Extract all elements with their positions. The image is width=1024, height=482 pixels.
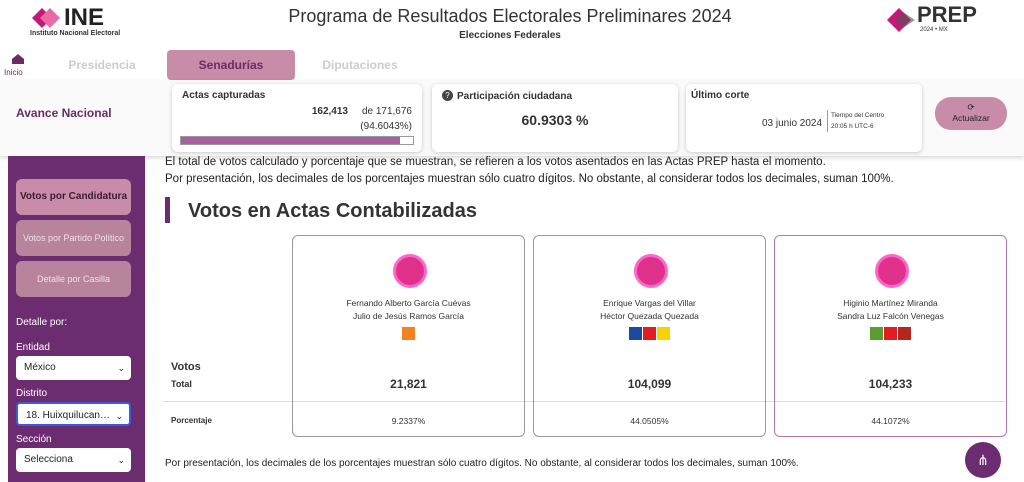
party-logo — [870, 327, 883, 340]
home-icon[interactable] — [11, 53, 25, 65]
heading-bar — [165, 197, 170, 223]
nav-tab[interactable]: Presidencia — [68, 58, 136, 72]
party-logo — [657, 327, 670, 340]
divider — [163, 401, 1005, 402]
summary-label: Avance Nacional — [16, 106, 112, 120]
progress-track — [180, 136, 414, 145]
row-label: Porcentaje — [171, 416, 212, 425]
candidate-name: Fernando Alberto García Cuévas — [346, 298, 471, 308]
votes: 104,099 — [627, 377, 672, 391]
percent: 44.0505% — [630, 416, 669, 426]
corte-card: Último corte 03 junio 2024 Tiempo del Ce… — [686, 84, 922, 152]
subtitle: Elecciones Federales — [459, 30, 561, 41]
party-logo — [643, 327, 656, 340]
share-button[interactable]: ⋔ — [965, 442, 1001, 478]
actas-percent: (94.6043%) — [360, 121, 412, 132]
avatar — [393, 254, 427, 288]
candidate-column: Fernando Alberto García Cuévas Julio de J… — [292, 235, 525, 437]
notes: El total de votos calculado y porcentaje… — [165, 154, 894, 188]
chevron: ⌄ — [115, 411, 123, 421]
sidebar-button[interactable]: Votos por Partido Político — [16, 220, 131, 256]
logo-subtitle: Instituto Nacional Electoral — [30, 30, 121, 37]
heading: Votos en Actas Contabilizadas — [188, 200, 477, 222]
candidate-column: Enrique Vargas del Villar Héctor Quezada … — [533, 235, 766, 437]
candidate-name: Enrique Vargas del Villar — [603, 298, 696, 308]
select[interactable]: 18. Huixquilucan de Degollado ⌄ — [16, 402, 131, 426]
party-logo — [402, 327, 415, 340]
votes: 104,233 — [868, 377, 913, 391]
sidebar-button[interactable]: Votos por Candidatura — [16, 179, 131, 215]
participacion-value: 60.9303 % — [521, 112, 589, 128]
candidate-name: Julio de Jesús Ramos García — [352, 311, 465, 321]
refresh-button[interactable]: ⟳ Actualizar — [935, 97, 1007, 130]
tz: Tiempo del Centro — [831, 112, 885, 119]
select-value: 18. Huixquilucan de Degollado — [26, 410, 111, 421]
row-label: Total — [171, 379, 192, 389]
actas-total: de 171,676 — [361, 106, 412, 117]
participacion-card: ? Participación ciudadana 60.9303 % — [432, 84, 678, 152]
votes: 21,821 — [390, 377, 427, 391]
note: El total de votos calculado y porcentaje… — [165, 156, 826, 168]
header: INE Instituto Nacional Electoral Program… — [0, 0, 1024, 48]
candidate-name: Héctor Quezada Quezada — [600, 311, 699, 321]
prep-icon — [887, 8, 915, 32]
field-label: Sección — [16, 434, 52, 445]
sidebar-button[interactable]: Detalle por Casilla — [16, 261, 131, 297]
card-title: Actas capturadas — [182, 90, 266, 101]
percent: 9.2337% — [391, 416, 426, 426]
candidate-name: Sandra Luz Falcón Venegas — [837, 311, 944, 321]
nav-tab[interactable]: Senadurías — [167, 50, 295, 80]
home-link[interactable]: Inicio — [4, 68, 23, 77]
card-title: Último corte — [691, 90, 750, 101]
refresh-icon: ⟳ — [967, 102, 975, 112]
select-value: Selecciona — [24, 454, 73, 465]
party-logo — [884, 327, 897, 340]
select[interactable]: Selecciona ⌄ — [16, 448, 131, 472]
chevron: ⌄ — [117, 455, 125, 465]
detail-label: Detalle por: — [16, 317, 68, 328]
prep-logo: PREP — [917, 2, 977, 27]
footer-note: Por presentación, los decimales de los p… — [165, 458, 799, 469]
prep-sub: 2024 • MX — [920, 27, 948, 33]
progress-bar — [181, 137, 401, 144]
note: Por presentación, los decimales de los p… — [165, 173, 894, 185]
percent: 44.1072% — [871, 416, 910, 426]
actas-captured: 162,413 — [311, 106, 348, 117]
party-logo — [898, 327, 911, 340]
ine-icon — [32, 8, 60, 28]
select[interactable]: México ⌄ — [16, 356, 131, 380]
select-value: México — [24, 362, 56, 373]
chevron: ⌄ — [117, 363, 125, 373]
party-logo — [629, 327, 642, 340]
time: 20:05 h UTC-6 — [831, 123, 874, 130]
title: Programa de Resultados Electorales Preli… — [288, 6, 732, 26]
row-label: Votos — [171, 361, 201, 373]
candidate-name: Higinio Martínez Miranda — [843, 298, 938, 308]
actas-card: Actas capturadas 162,413 de 171,676 (94.… — [172, 84, 422, 152]
corte-date: 03 junio 2024 — [762, 118, 823, 129]
field-label: Distrito — [16, 388, 48, 399]
avatar — [875, 254, 909, 288]
card-title: Participación ciudadana — [457, 91, 573, 102]
corte-time: Tiempo del Centro 20:05 h UTC-6 — [827, 110, 884, 132]
info-icon: ? — [442, 90, 453, 101]
field-label: Entidad — [16, 342, 50, 353]
candidate-column: Higinio Martínez Miranda Sandra Luz Falcó… — [774, 235, 1007, 437]
nav-tab[interactable]: Diputaciones — [322, 58, 398, 72]
button-label: Actualizar — [952, 113, 990, 123]
logo-text: INE — [64, 4, 105, 31]
avatar — [634, 254, 668, 288]
